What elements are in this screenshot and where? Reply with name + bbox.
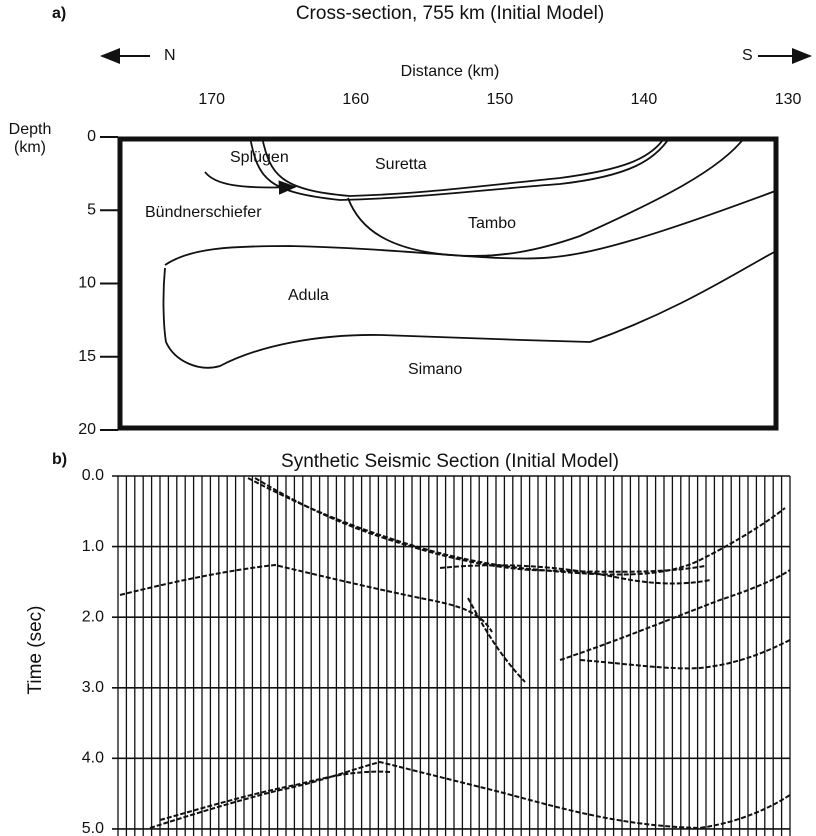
x-tick-label: 170 (198, 91, 225, 108)
reflection-events (119, 477, 791, 830)
x-tick-label: 160 (342, 91, 369, 108)
panel-title: Cross-section, 755 km (Initial Model) (296, 3, 604, 24)
south-label: S (742, 47, 753, 64)
x-tick-label: 140 (631, 91, 658, 108)
y-tick-label: 1.0 (82, 538, 104, 555)
y-axis-label: Time (sec) (25, 605, 46, 694)
unit-label: Suretta (375, 156, 427, 173)
panel-title: Synthetic Seismic Section (Initial Model… (281, 451, 619, 472)
section-frame (117, 136, 779, 431)
unit-label: Splügen (230, 149, 289, 166)
y-axis-label: Depth (9, 121, 52, 138)
x-axis-label: Distance (km) (401, 63, 500, 80)
y-tick-label: 10 (78, 275, 96, 292)
unit-label: Adula (288, 287, 329, 304)
panel-label: b) (52, 451, 67, 468)
y-tick-label: 20 (78, 421, 96, 438)
north-label: N (164, 47, 176, 64)
geology (162, 136, 779, 369)
x-tick-label: 130 (775, 91, 802, 108)
y-tick-label: 5 (87, 201, 96, 218)
x-tick-label: 150 (487, 91, 514, 108)
y-tick-label: 5.0 (82, 820, 104, 836)
panel-label: a) (52, 5, 66, 22)
y-tick-label: 0 (87, 128, 96, 145)
y-tick-label: 15 (78, 348, 96, 365)
unit-label: Bündnerschiefer (145, 204, 262, 221)
y-tick-label: 3.0 (82, 679, 104, 696)
y-tick-label: 4.0 (82, 750, 104, 767)
unit-label: Simano (408, 361, 462, 378)
y-tick-label: 0.0 (82, 467, 104, 484)
y-tick-label: 2.0 (82, 608, 104, 625)
seismic-traces (117, 476, 791, 836)
unit-label: Tambo (468, 215, 516, 232)
y-axis-label: (km) (14, 139, 46, 156)
